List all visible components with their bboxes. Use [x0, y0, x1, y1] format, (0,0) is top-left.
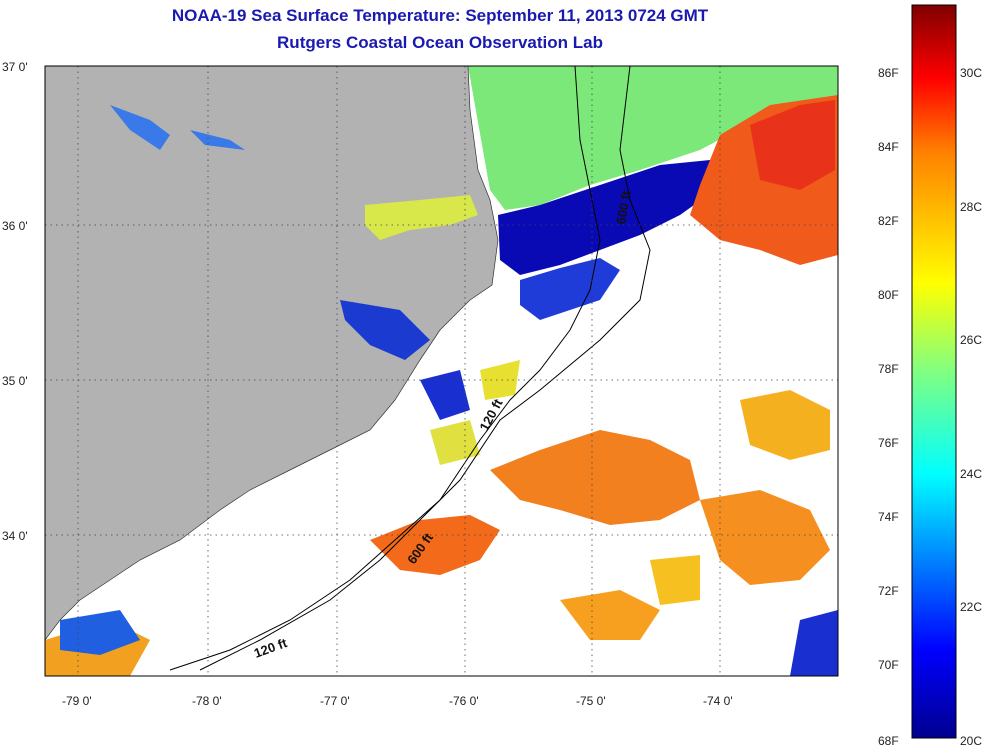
sst-region-hot [750, 100, 835, 190]
contour-120ft [169, 66, 601, 671]
lon-label: -74 0' [703, 694, 733, 708]
colorbar-c-label: 20C [960, 734, 982, 748]
sound-water [365, 195, 478, 240]
sst-field [45, 66, 838, 676]
colorbar [911, 4, 957, 739]
sst-region-mid [430, 420, 480, 465]
lon-label: -78 0' [192, 694, 222, 708]
lat-label: 35 0' [2, 374, 28, 388]
lat-label: 37 0' [2, 60, 28, 74]
colorbar-f-label: 80F [878, 288, 899, 302]
sst-region-warm [650, 555, 700, 605]
sst-region-mid [480, 360, 520, 400]
colorbar-c-label: 24C [960, 467, 982, 481]
colorbar-f-label: 86F [878, 66, 899, 80]
lat-label: 36 0' [2, 219, 28, 233]
sst-region-warm [740, 390, 830, 460]
inland-water [190, 130, 245, 150]
sst-region-cold [498, 160, 715, 275]
colorbar-f-label: 70F [878, 658, 899, 672]
lon-label: -79 0' [62, 694, 92, 708]
sst-region-warm [560, 590, 660, 640]
colorbar-c-label: 22C [960, 600, 982, 614]
map-subtitle: Rutgers Coastal Ocean Observation Lab [277, 33, 603, 52]
sst-region-cold [790, 610, 838, 676]
contour-label: 600 ft [613, 189, 634, 226]
sst-region-cold [60, 610, 140, 655]
colorbar-f-label: 84F [878, 140, 899, 154]
colorbar-f-label: 72F [878, 584, 899, 598]
colorbar-c-label: 26C [960, 333, 982, 347]
lat-label: 34 0' [2, 529, 28, 543]
colorbar-f-label: 74F [878, 510, 899, 524]
graticule [45, 66, 838, 676]
sst-region-warm [370, 515, 500, 575]
contour-600ft [199, 66, 651, 671]
sst-region-cold [520, 258, 620, 320]
colorbar-f-label: 76F [878, 436, 899, 450]
inland-water [110, 105, 170, 150]
colorbar-c-label: 28C [960, 200, 982, 214]
sst-region-green [468, 66, 838, 210]
colorbar-c-label: 30C [960, 66, 982, 80]
lon-label: -76 0' [449, 694, 479, 708]
colorbar-f-label: 82F [878, 214, 899, 228]
lon-label: -75 0' [576, 694, 606, 708]
inland-water [340, 300, 430, 360]
sst-region-cold [420, 370, 470, 420]
sst-region-warm [490, 430, 700, 525]
plot-frame [44, 65, 839, 677]
colorbar-f-label: 68F [878, 734, 899, 748]
lon-label: -77 0' [320, 694, 350, 708]
colorbar-f-label: 78F [878, 362, 899, 376]
sst-region-warm [700, 490, 830, 585]
map-title: NOAA-19 Sea Surface Temperature: Septemb… [171, 6, 709, 25]
